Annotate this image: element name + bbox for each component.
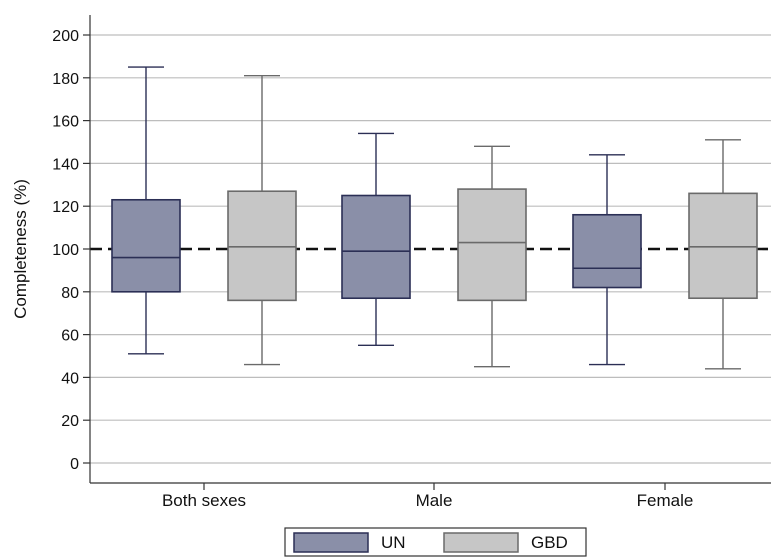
boxes-group [111, 66, 758, 370]
iqr-box [457, 188, 527, 302]
y-tick-label-140: 140 [52, 156, 79, 173]
legend-swatch-gbd [443, 532, 519, 553]
x-tick-label-0: Both sexes [162, 491, 246, 510]
box-un-0 [111, 66, 181, 355]
iqr-box [341, 194, 411, 300]
y-tick-label-120: 120 [52, 199, 79, 216]
legend: UN GBD [284, 527, 587, 557]
box-un-2 [572, 154, 642, 366]
y-tick-label-180: 180 [52, 71, 79, 88]
iqr-box [688, 192, 758, 300]
y-tick-label-60: 60 [61, 328, 79, 345]
x-tick-label-2: Female [637, 491, 694, 510]
iqr-box [227, 190, 297, 302]
box-gbd-0 [227, 74, 297, 366]
y-tick-label-40: 40 [61, 370, 79, 387]
legend-label-un: UN [381, 533, 406, 552]
iqr-box [111, 198, 181, 293]
gridlines [90, 34, 771, 464]
y-tick-label-80: 80 [61, 285, 79, 302]
x-ticks: Both sexes Male Female [162, 483, 693, 510]
y-tick-label-100: 100 [52, 242, 79, 259]
box-gbd-1 [457, 145, 527, 368]
y-tick-label-160: 160 [52, 114, 79, 131]
y-tick-label-0: 0 [70, 456, 79, 473]
y-tick-label-20: 20 [61, 413, 79, 430]
y-axis-title: Completeness (%) [11, 179, 30, 319]
box-un-1 [341, 132, 411, 346]
legend-swatch-un [293, 532, 369, 553]
x-tick-label-1: Male [416, 491, 453, 510]
iqr-box [572, 213, 642, 289]
y-ticks: 0 20 40 60 80 100 120 140 160 180 200 [52, 28, 90, 473]
box-gbd-2 [688, 139, 758, 370]
legend-label-gbd: GBD [531, 533, 568, 552]
y-tick-label-200: 200 [52, 28, 79, 45]
